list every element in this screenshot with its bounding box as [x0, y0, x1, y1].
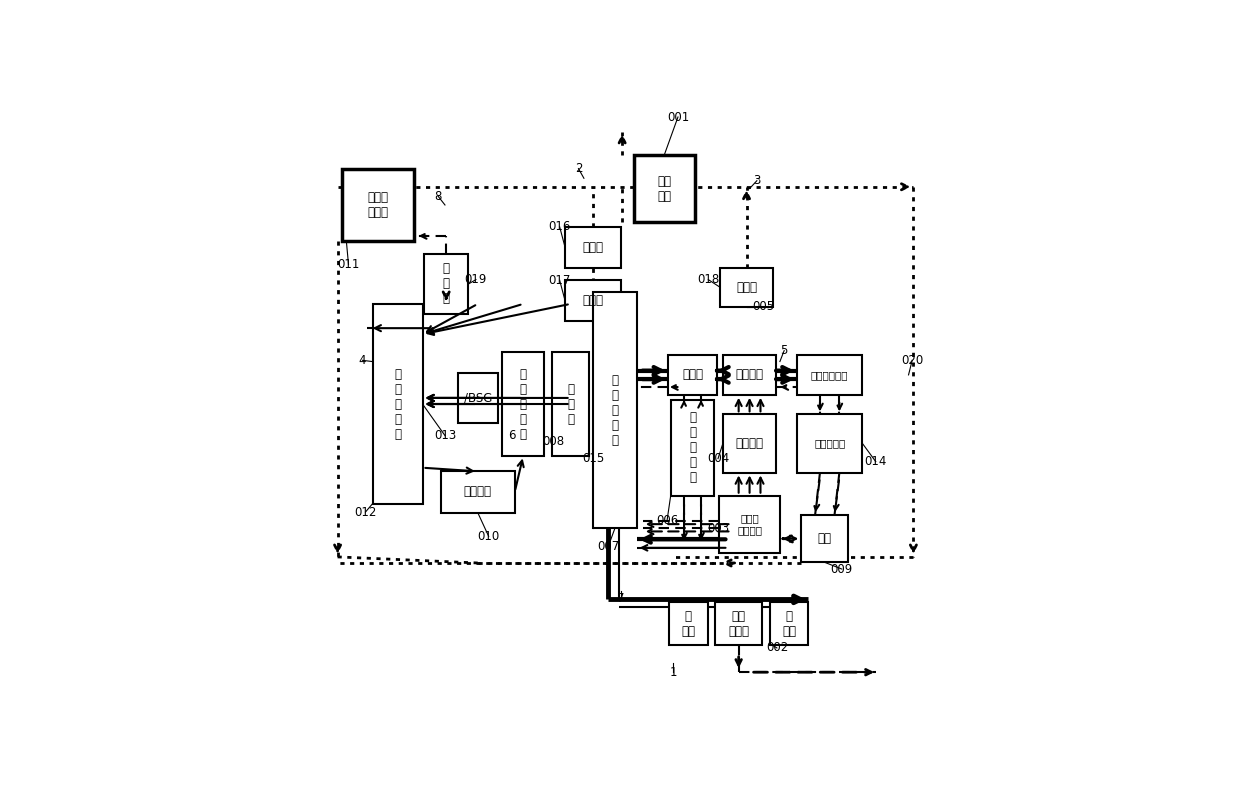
Text: 2: 2	[574, 162, 583, 175]
Text: 主
阀门: 主 阀门	[681, 610, 696, 637]
Text: 010: 010	[477, 530, 500, 543]
FancyBboxPatch shape	[668, 602, 708, 645]
Text: 003: 003	[707, 522, 729, 535]
Text: 第二膨
胀水箱: 第二膨 胀水箱	[368, 191, 388, 219]
Text: 020: 020	[901, 354, 924, 367]
Text: 017: 017	[548, 273, 570, 287]
FancyBboxPatch shape	[593, 292, 636, 529]
FancyBboxPatch shape	[715, 602, 763, 645]
FancyBboxPatch shape	[635, 155, 694, 222]
Text: 7: 7	[618, 592, 625, 604]
FancyBboxPatch shape	[719, 496, 780, 552]
Text: 电子水泵: 电子水泵	[464, 485, 492, 499]
FancyBboxPatch shape	[720, 268, 773, 307]
Text: 018: 018	[697, 273, 719, 286]
FancyBboxPatch shape	[797, 414, 863, 473]
Text: 涡轮增压器: 涡轮增压器	[813, 438, 846, 448]
Text: 节流阀: 节流阀	[737, 281, 758, 294]
Text: 002: 002	[766, 641, 787, 654]
FancyBboxPatch shape	[565, 227, 621, 268]
FancyBboxPatch shape	[723, 355, 776, 395]
Text: 015: 015	[582, 452, 604, 465]
FancyBboxPatch shape	[671, 400, 714, 496]
FancyBboxPatch shape	[424, 255, 467, 314]
Text: 016: 016	[548, 221, 570, 233]
Text: 4: 4	[358, 354, 366, 367]
Text: /BSG: /BSG	[464, 392, 492, 404]
Text: 011: 011	[337, 258, 360, 271]
Text: 中
冷
器: 中 冷 器	[567, 382, 574, 426]
Text: 机
油
冷
却
器: 机 油 冷 却 器	[689, 411, 696, 484]
FancyBboxPatch shape	[801, 515, 848, 563]
Text: 缸盖水套: 缸盖水套	[735, 368, 764, 381]
FancyBboxPatch shape	[668, 355, 717, 395]
Text: 节流阀: 节流阀	[583, 295, 604, 307]
Text: 1: 1	[670, 666, 677, 678]
FancyBboxPatch shape	[342, 169, 414, 241]
Text: 副
阀门: 副 阀门	[782, 610, 796, 637]
Text: 出水口: 出水口	[682, 368, 703, 381]
Text: 008: 008	[543, 435, 564, 448]
Text: 5: 5	[780, 344, 787, 357]
Text: 014: 014	[864, 455, 887, 468]
Text: 单向阀: 单向阀	[583, 241, 604, 254]
Text: 暖风: 暖风	[818, 532, 832, 545]
Text: 006: 006	[656, 514, 678, 527]
Text: 缸体水套: 缸体水套	[735, 437, 764, 450]
Text: 005: 005	[751, 300, 774, 314]
Text: 电
子
增
压
器: 电 子 增 压 器	[520, 367, 527, 440]
Text: 高
温
散
热
器: 高 温 散 热 器	[611, 374, 619, 447]
Text: 012: 012	[355, 506, 377, 519]
FancyBboxPatch shape	[502, 352, 544, 455]
Text: 019: 019	[465, 273, 487, 286]
FancyBboxPatch shape	[458, 373, 497, 423]
Text: 004: 004	[707, 452, 729, 465]
Text: 开关式
机械水泵: 开关式 机械水泵	[737, 513, 763, 535]
FancyBboxPatch shape	[440, 471, 515, 513]
Text: 007: 007	[598, 540, 619, 553]
FancyBboxPatch shape	[373, 304, 423, 504]
Text: 节
流
阀: 节 流 阀	[443, 262, 450, 306]
Text: 膨胀
水箱: 膨胀 水箱	[657, 175, 672, 203]
FancyBboxPatch shape	[723, 414, 776, 473]
Text: 电控辅助水泵: 电控辅助水泵	[811, 370, 848, 380]
Text: 013: 013	[434, 429, 456, 442]
Text: 001: 001	[667, 110, 689, 124]
FancyBboxPatch shape	[552, 352, 589, 455]
FancyBboxPatch shape	[565, 281, 621, 322]
Text: 3: 3	[753, 174, 760, 188]
Text: 6: 6	[508, 429, 516, 442]
FancyBboxPatch shape	[797, 355, 863, 395]
Text: 电子
节温器: 电子 节温器	[728, 610, 749, 637]
Text: 009: 009	[831, 563, 853, 575]
Text: 8: 8	[434, 190, 441, 203]
FancyBboxPatch shape	[770, 602, 808, 645]
Text: 低
温
散
热
器: 低 温 散 热 器	[394, 367, 402, 440]
